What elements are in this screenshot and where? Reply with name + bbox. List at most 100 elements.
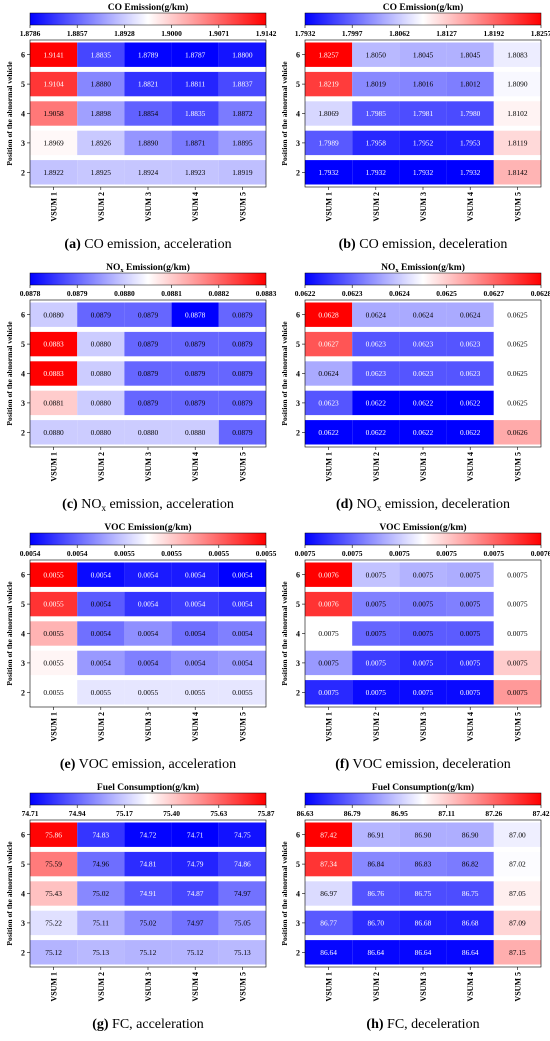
y-tick-label: 3 [296, 919, 300, 928]
panel-title: CO Emission(g/km) [108, 2, 189, 13]
cell-label: 1.7981 [413, 109, 434, 118]
heatmap-cell [171, 101, 219, 126]
heatmap-cell [446, 940, 494, 965]
colorbar-tick-label: 0.0054 [67, 549, 88, 558]
heatmap-cell [493, 331, 541, 357]
heatmap-cell [77, 71, 125, 97]
heatmap-cell [493, 302, 541, 327]
heatmap-cell [30, 160, 78, 185]
heatmap-cell [446, 71, 494, 97]
heatmap-cell [171, 361, 219, 386]
heatmap-cell [218, 390, 266, 416]
cell-label: 0.0055 [43, 629, 64, 638]
y-axis-label: Position of the abnormal vehicle [5, 61, 14, 166]
y-tick-label: 2 [21, 428, 25, 437]
cell-label: 0.0883 [43, 369, 64, 378]
heatmap-cell [218, 42, 266, 67]
cell-label: 0.0075 [460, 570, 481, 579]
heatmap-cell [171, 680, 219, 705]
x-tick-label: VSUM 1 [325, 452, 334, 482]
cell-label: 0.0075 [366, 629, 387, 638]
heatmap-cell [446, 680, 494, 705]
y-tick-label: 2 [296, 948, 300, 957]
panel-caption: (h) FC, deceleration [366, 1017, 479, 1032]
panel-title: Fuel Consumption(g/km) [97, 782, 199, 793]
cell-label: 0.0628 [318, 310, 339, 319]
colorbar-tick-label: 87.11 [438, 809, 455, 818]
heatmap-cell [30, 130, 78, 156]
cell-label: 74.83 [92, 830, 109, 839]
cell-label: 0.0879 [185, 340, 206, 349]
cell-label: 0.0879 [232, 428, 253, 437]
y-tick-label: 5 [296, 600, 300, 609]
heatmap-cell [124, 940, 172, 965]
cell-label: 74.75 [234, 830, 251, 839]
cell-label: 1.9104 [43, 80, 64, 89]
y-axis-label: Position of the abnormal vehicle [5, 321, 14, 426]
heatmap-cell [446, 910, 494, 936]
cell-label: 74.87 [187, 889, 204, 898]
heatmap-cell [218, 822, 266, 847]
colorbar-tick-label: 0.0075 [436, 549, 457, 558]
heatmap-cell [77, 881, 125, 906]
heatmap-cell [77, 940, 125, 965]
heatmap-cell [399, 101, 447, 126]
cell-label: 1.8835 [185, 109, 206, 118]
panel-caption: (g) FC, acceleration [92, 1017, 204, 1032]
heatmap-cell [218, 331, 266, 357]
heatmap-cell [352, 390, 400, 416]
cell-label: 0.0880 [91, 340, 112, 349]
y-axis-label: Position of the abnormal vehicle [280, 61, 289, 166]
x-tick-label: VSUM 5 [513, 972, 522, 1002]
cell-label: 0.0054 [138, 629, 159, 638]
heatmap-cell [77, 591, 125, 617]
cell-label: 0.0624 [413, 310, 434, 319]
heatmap-cell [399, 361, 447, 386]
colorbar-tick-label: 0.0627 [483, 289, 504, 298]
x-tick-label: VSUM 1 [325, 192, 334, 222]
heatmap-cell [30, 361, 78, 386]
x-tick-label: VSUM 3 [419, 972, 428, 1002]
cell-label: 0.0623 [366, 369, 387, 378]
cell-label: 0.0879 [232, 340, 253, 349]
cell-label: 0.0622 [460, 428, 481, 437]
heatmap-cell [218, 621, 266, 646]
cell-label: 0.0054 [91, 659, 112, 668]
x-tick-label: VSUM 1 [325, 712, 334, 742]
y-tick-label: 6 [296, 51, 300, 60]
cell-label: 1.8837 [232, 80, 253, 89]
heatmap-cell [352, 680, 400, 705]
heatmap-cell [30, 940, 78, 965]
cell-label: 0.0626 [507, 428, 528, 437]
cell-label: 1.8090 [507, 80, 528, 89]
x-tick-label: VSUM 3 [144, 712, 153, 742]
heatmap-cell [305, 562, 353, 587]
cell-label: 0.0879 [232, 399, 253, 408]
cell-label: 0.0623 [413, 369, 434, 378]
heatmap-cell [30, 851, 78, 877]
y-tick-label: 4 [296, 110, 300, 119]
heatmap-cell [218, 910, 266, 936]
heatmap-cell [305, 650, 353, 676]
x-tick-label: VSUM 4 [466, 452, 475, 482]
cell-label: 1.7952 [413, 139, 434, 148]
heatmap-cell [352, 650, 400, 676]
cell-label: 0.0625 [507, 399, 528, 408]
heatmap-cell [124, 420, 172, 445]
y-axis-label: Position of the abnormal vehicle [5, 841, 14, 946]
cell-label: 0.0075 [413, 570, 434, 579]
heatmap-cell [77, 562, 125, 587]
x-tick-label: VSUM 5 [238, 452, 247, 482]
cell-label: 0.0880 [91, 428, 112, 437]
cell-label: 0.0880 [91, 399, 112, 408]
colorbar-tick-label: 1.8062 [389, 29, 410, 38]
cell-label: 0.0075 [460, 688, 481, 697]
cell-label: 75.59 [45, 860, 62, 869]
cell-label: 0.0075 [460, 600, 481, 609]
heatmap-cell [399, 331, 447, 357]
cell-label: 86.68 [415, 919, 432, 928]
y-tick-label: 5 [21, 80, 25, 89]
heatmap-cell [30, 71, 78, 97]
cell-label: 0.0624 [318, 369, 339, 378]
y-tick-label: 4 [21, 110, 25, 119]
